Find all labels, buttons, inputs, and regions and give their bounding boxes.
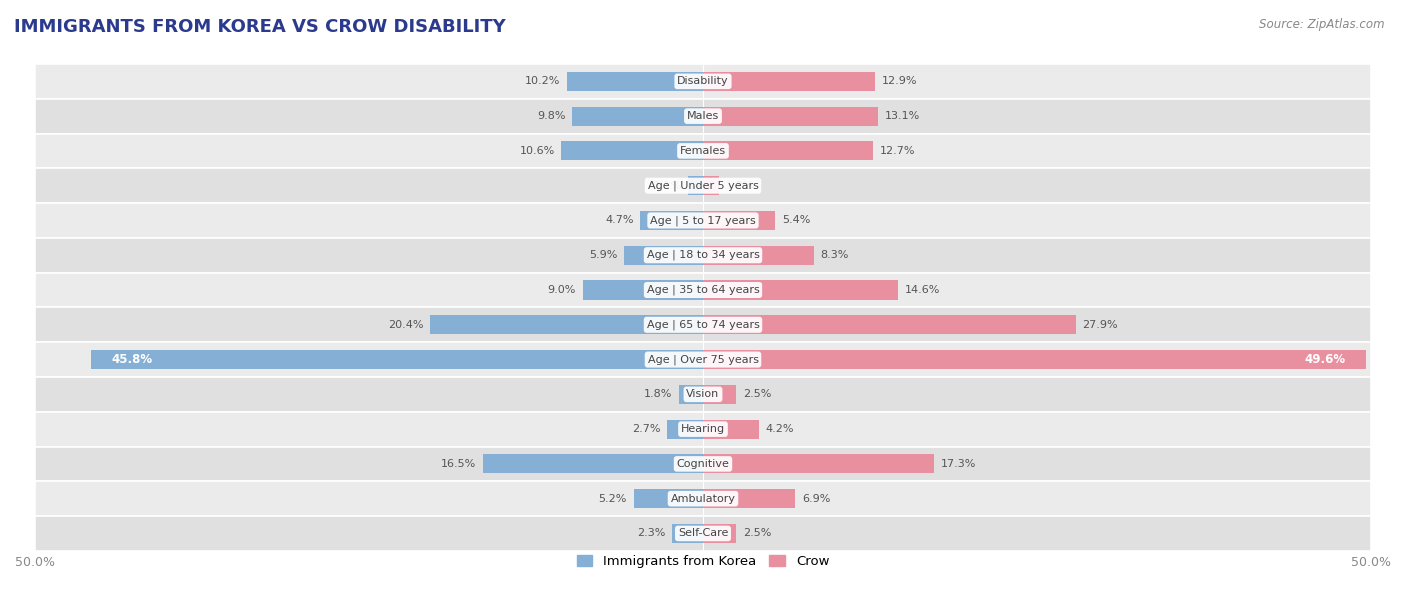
Text: Ambulatory: Ambulatory bbox=[671, 494, 735, 504]
Text: 8.3%: 8.3% bbox=[821, 250, 849, 260]
Bar bbox=[703, 454, 934, 474]
Text: 1.2%: 1.2% bbox=[725, 181, 754, 191]
Text: 5.4%: 5.4% bbox=[782, 215, 810, 225]
Bar bbox=[35, 238, 1371, 272]
Text: 12.9%: 12.9% bbox=[882, 76, 918, 86]
Bar bbox=[35, 342, 1371, 377]
Bar bbox=[91, 350, 703, 369]
Bar bbox=[703, 489, 796, 508]
Bar bbox=[35, 99, 1371, 133]
Bar bbox=[689, 176, 703, 195]
Bar bbox=[35, 412, 1371, 447]
Text: 4.2%: 4.2% bbox=[766, 424, 794, 434]
Bar bbox=[35, 64, 1371, 99]
Text: Age | 18 to 34 years: Age | 18 to 34 years bbox=[647, 250, 759, 261]
Text: 2.5%: 2.5% bbox=[744, 528, 772, 539]
Bar bbox=[35, 307, 1371, 342]
Text: 49.6%: 49.6% bbox=[1305, 353, 1346, 366]
Bar bbox=[703, 315, 1076, 334]
Bar bbox=[572, 106, 703, 125]
Text: 2.3%: 2.3% bbox=[637, 528, 665, 539]
Text: 12.7%: 12.7% bbox=[879, 146, 915, 156]
Bar bbox=[703, 350, 1365, 369]
Text: 45.8%: 45.8% bbox=[111, 353, 152, 366]
Text: Males: Males bbox=[688, 111, 718, 121]
Bar bbox=[35, 447, 1371, 481]
Bar bbox=[35, 481, 1371, 516]
Bar bbox=[703, 176, 718, 195]
Text: 5.2%: 5.2% bbox=[599, 494, 627, 504]
Text: 9.0%: 9.0% bbox=[548, 285, 576, 295]
Text: Age | Over 75 years: Age | Over 75 years bbox=[648, 354, 758, 365]
Bar bbox=[430, 315, 703, 334]
Text: 4.7%: 4.7% bbox=[605, 215, 634, 225]
Text: 6.9%: 6.9% bbox=[801, 494, 830, 504]
Text: 2.5%: 2.5% bbox=[744, 389, 772, 400]
Bar bbox=[567, 72, 703, 91]
Text: Disability: Disability bbox=[678, 76, 728, 86]
Bar bbox=[703, 106, 877, 125]
Text: Females: Females bbox=[681, 146, 725, 156]
Bar bbox=[35, 203, 1371, 238]
Text: 9.8%: 9.8% bbox=[537, 111, 565, 121]
Bar bbox=[672, 524, 703, 543]
Legend: Immigrants from Korea, Crow: Immigrants from Korea, Crow bbox=[571, 550, 835, 573]
Text: Vision: Vision bbox=[686, 389, 720, 400]
Bar bbox=[666, 420, 703, 439]
Bar bbox=[35, 377, 1371, 412]
Bar bbox=[634, 489, 703, 508]
Text: 1.1%: 1.1% bbox=[654, 181, 682, 191]
Text: Hearing: Hearing bbox=[681, 424, 725, 434]
Bar bbox=[703, 524, 737, 543]
Bar bbox=[703, 420, 759, 439]
Text: 27.9%: 27.9% bbox=[1083, 320, 1118, 330]
Text: IMMIGRANTS FROM KOREA VS CROW DISABILITY: IMMIGRANTS FROM KOREA VS CROW DISABILITY bbox=[14, 18, 506, 36]
Text: 10.6%: 10.6% bbox=[519, 146, 555, 156]
Bar bbox=[640, 211, 703, 230]
Bar bbox=[582, 280, 703, 300]
Text: 2.7%: 2.7% bbox=[631, 424, 661, 434]
Text: 5.9%: 5.9% bbox=[589, 250, 617, 260]
Bar bbox=[679, 385, 703, 404]
Text: 16.5%: 16.5% bbox=[440, 459, 475, 469]
Text: 13.1%: 13.1% bbox=[884, 111, 920, 121]
Text: Source: ZipAtlas.com: Source: ZipAtlas.com bbox=[1260, 18, 1385, 31]
Text: Self-Care: Self-Care bbox=[678, 528, 728, 539]
Bar bbox=[561, 141, 703, 160]
Text: Age | 65 to 74 years: Age | 65 to 74 years bbox=[647, 319, 759, 330]
Text: 14.6%: 14.6% bbox=[904, 285, 941, 295]
Bar bbox=[624, 245, 703, 265]
Text: Age | 5 to 17 years: Age | 5 to 17 years bbox=[650, 215, 756, 226]
Bar bbox=[703, 72, 876, 91]
Bar bbox=[35, 516, 1371, 551]
Text: Age | 35 to 64 years: Age | 35 to 64 years bbox=[647, 285, 759, 295]
Bar bbox=[35, 168, 1371, 203]
Text: 17.3%: 17.3% bbox=[941, 459, 976, 469]
Text: Cognitive: Cognitive bbox=[676, 459, 730, 469]
Bar bbox=[35, 133, 1371, 168]
Bar bbox=[482, 454, 703, 474]
Text: 20.4%: 20.4% bbox=[388, 320, 423, 330]
Bar bbox=[703, 245, 814, 265]
Bar bbox=[703, 280, 898, 300]
Text: Age | Under 5 years: Age | Under 5 years bbox=[648, 181, 758, 191]
Text: 10.2%: 10.2% bbox=[524, 76, 560, 86]
Bar bbox=[703, 141, 873, 160]
Bar bbox=[35, 272, 1371, 307]
Text: 1.8%: 1.8% bbox=[644, 389, 672, 400]
Bar bbox=[703, 211, 775, 230]
Bar bbox=[703, 385, 737, 404]
